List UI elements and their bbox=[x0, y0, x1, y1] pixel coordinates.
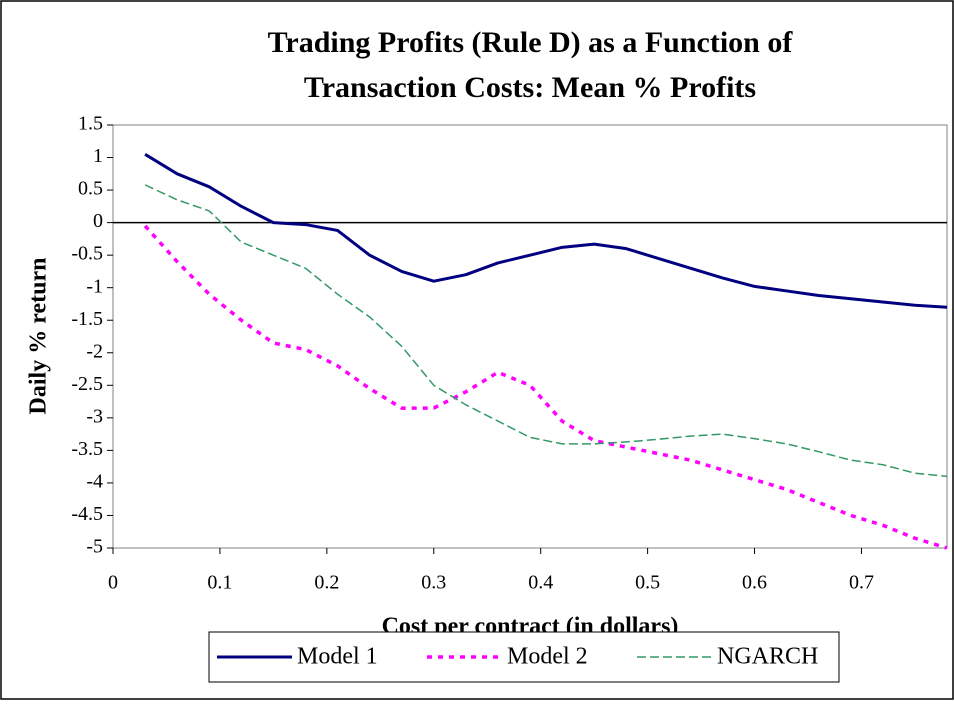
x-tick-label: 0.7 bbox=[849, 572, 874, 594]
legend-label: NGARCH bbox=[717, 644, 818, 670]
series-line bbox=[143, 224, 948, 550]
y-tick-label: -4 bbox=[86, 471, 103, 493]
y-tick-label: -3 bbox=[86, 405, 103, 427]
x-tick-label: 0.3 bbox=[421, 572, 446, 594]
x-tick-label: 0.2 bbox=[314, 572, 339, 594]
chart-title: Trading Profits (Rule D) as a Function o… bbox=[268, 26, 794, 104]
x-tick-label: 0.4 bbox=[528, 572, 553, 594]
y-tick-label: -4.5 bbox=[71, 503, 103, 525]
legend-label: Model 1 bbox=[297, 644, 378, 670]
x-tick-label: 0.1 bbox=[207, 572, 232, 594]
legend-label: Model 2 bbox=[507, 644, 588, 670]
y-tick-label: -3.5 bbox=[71, 438, 103, 460]
y-tick-label: -5 bbox=[86, 536, 103, 558]
y-tick-label: 0 bbox=[93, 210, 103, 232]
x-tick-label: 0.6 bbox=[742, 572, 767, 594]
y-tick-label: 0.5 bbox=[78, 178, 103, 200]
series-line bbox=[144, 184, 948, 478]
legend: Model 1 Model 2 NGARCH bbox=[208, 631, 840, 683]
y-tick-label: -1 bbox=[86, 275, 103, 297]
y-tick-label: -0.5 bbox=[71, 243, 103, 265]
y-tick-label: -2 bbox=[86, 340, 103, 362]
x-tick-label: 0.5 bbox=[635, 572, 660, 594]
plot-frame bbox=[112, 124, 948, 549]
x-tick-label: 0 bbox=[108, 572, 118, 594]
y-tick-label: 1 bbox=[93, 145, 103, 167]
y-axis-label: Daily % return bbox=[26, 258, 52, 415]
y-tick-label: -1.5 bbox=[71, 308, 103, 330]
y-tick-label: 1.5 bbox=[78, 113, 103, 135]
series-line bbox=[144, 153, 948, 309]
y-tick-label: -2.5 bbox=[71, 373, 103, 395]
legend-box bbox=[208, 631, 840, 683]
